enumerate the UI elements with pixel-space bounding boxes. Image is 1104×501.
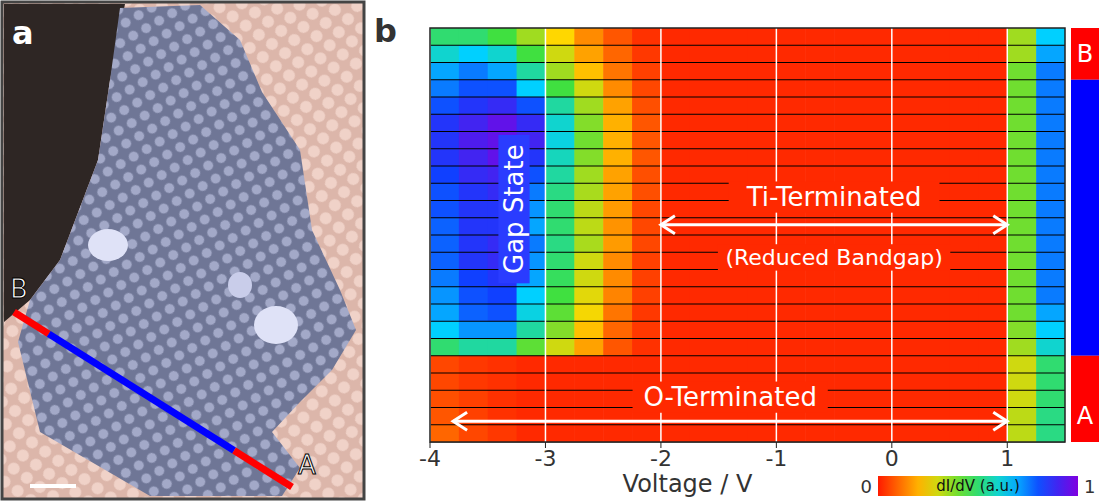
- svg-text:(Reduced Bandgap): (Reduced Bandgap): [725, 245, 942, 270]
- svg-text:Ti-Terminated: Ti-Terminated: [746, 182, 922, 212]
- svg-text:a: a: [12, 14, 34, 52]
- svg-text:0: 0: [861, 476, 872, 497]
- svg-text:dI/dV (a.u.): dI/dV (a.u.): [936, 477, 1020, 495]
- svg-text:1: 1: [1084, 476, 1095, 497]
- svg-text:0: 0: [885, 446, 899, 471]
- svg-text:-3: -3: [534, 446, 556, 471]
- svg-text:-1: -1: [765, 446, 787, 471]
- svg-text:Voltage / V: Voltage / V: [623, 470, 753, 498]
- svg-text:b: b: [374, 12, 397, 50]
- svg-text:A: A: [1077, 402, 1094, 430]
- svg-text:A: A: [298, 450, 316, 480]
- svg-text:Gap State: Gap State: [499, 144, 529, 274]
- svg-text:-4: -4: [419, 446, 441, 471]
- svg-text:1: 1: [1000, 446, 1014, 471]
- svg-text:B: B: [1077, 40, 1093, 68]
- svg-text:B: B: [10, 274, 28, 304]
- svg-text:-2: -2: [650, 446, 672, 471]
- svg-text:O-Terminated: O-Terminated: [643, 382, 817, 412]
